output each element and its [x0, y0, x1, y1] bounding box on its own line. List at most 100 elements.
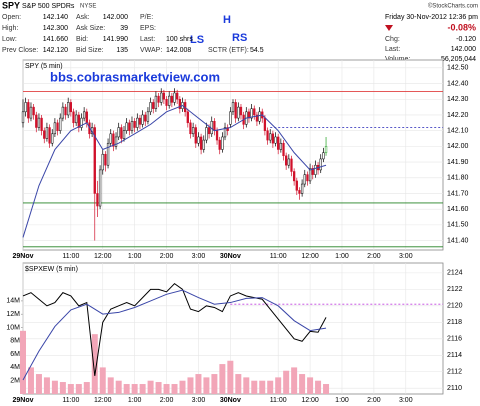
volume-bar: [139, 384, 146, 394]
candle-body: [149, 102, 152, 113]
candle-body: [106, 142, 110, 166]
x-tick-label: 3:00: [399, 397, 413, 404]
candle-body: [271, 133, 275, 144]
volume-bar: [35, 374, 42, 394]
candle-body: [322, 152, 325, 160]
volume-bar: [315, 380, 322, 394]
candle-body: [165, 99, 168, 106]
y-tick-label: 141.50: [447, 222, 469, 229]
candle-body: [72, 111, 75, 124]
candle-body: [287, 158, 290, 166]
candle-body: [80, 117, 83, 128]
candle-body: [170, 95, 174, 103]
quote-label: Ask Size:: [76, 25, 105, 32]
volume-bar: [219, 364, 226, 394]
candle-body: [69, 102, 72, 113]
candle-body: [213, 120, 216, 131]
quote-label: High:: [2, 25, 18, 32]
candle-body: [136, 117, 139, 128]
x-tick-label: 11:00: [270, 397, 287, 404]
quote-value: 135: [116, 47, 128, 54]
candle-body: [250, 108, 253, 119]
candle-body: [207, 127, 211, 135]
candle-body: [205, 127, 208, 141]
x-tick-label: 29Nov: [12, 253, 33, 260]
candle-body: [122, 130, 126, 139]
y-tick-label: 142.30: [447, 96, 469, 103]
volume-bar: [195, 374, 202, 394]
candle-body: [292, 171, 296, 182]
x-tick-label: 2:00: [367, 253, 381, 260]
candle-body: [279, 142, 282, 150]
panel-title: SPY (5 min): [25, 63, 63, 70]
quote-value: 39: [120, 25, 128, 32]
x-tick-label: 1:00: [335, 397, 349, 404]
candle-body: [21, 111, 25, 124]
x-tick-label: 1:00: [335, 253, 349, 260]
x-tick-label: 3:00: [192, 253, 206, 260]
quote-value: 142.008: [166, 47, 191, 54]
candle-body: [51, 133, 54, 144]
quote-label: EPS:: [140, 25, 156, 32]
candle-body: [75, 114, 78, 124]
x-tick-label: 1:00: [128, 397, 142, 404]
candle-body: [112, 133, 115, 147]
candle-body: [231, 102, 235, 113]
volume-bar: [203, 377, 210, 394]
volume-bar: [75, 384, 82, 394]
candle-body: [48, 127, 51, 144]
quote-value: 142.300: [43, 25, 68, 32]
candle-body: [197, 136, 200, 144]
candle-body: [176, 92, 179, 100]
candle-body: [59, 117, 62, 131]
candle-body: [300, 183, 304, 194]
volume-bar: [67, 384, 74, 394]
annotation: RS: [232, 32, 247, 44]
candle-body: [117, 127, 120, 138]
y-tick-label: 2116: [447, 336, 462, 343]
y-tick-label: 141.70: [447, 190, 469, 197]
quote-label: Ask:: [76, 14, 90, 21]
candle-body: [77, 114, 80, 128]
y2-tick-label: 14M: [6, 298, 20, 305]
x-tick-label: 11:00: [270, 253, 287, 260]
summary-label: Last:: [385, 46, 400, 53]
candle-body: [194, 127, 197, 144]
candle-body: [239, 106, 243, 116]
candle-body: [319, 158, 322, 171]
y2-tick-label: 2M: [10, 378, 20, 385]
candle-body: [282, 142, 285, 157]
volume-bar: [275, 377, 282, 394]
volume-bar: [227, 360, 234, 394]
line: [22, 282, 327, 376]
candle-body: [218, 139, 221, 150]
candle-body: [67, 102, 70, 116]
volume-bar: [323, 384, 330, 394]
volume-bar: [155, 382, 162, 394]
candle-body: [144, 114, 147, 122]
candle-body: [96, 193, 99, 207]
x-tick-label: 12:00: [94, 397, 112, 404]
candle-body: [53, 122, 57, 135]
candle-body: [295, 180, 298, 191]
volume-bar: [20, 330, 26, 394]
x-tick-label: 11:00: [62, 397, 79, 404]
y-tick-label: 2114: [447, 352, 462, 359]
volume-bar: [299, 374, 306, 394]
candle-body: [199, 136, 203, 150]
candle-body: [221, 136, 224, 150]
candle-body: [152, 102, 155, 109]
symbol: SPY: [2, 0, 20, 10]
quote-date: Friday 30-Nov-2012 12:36 pm: [385, 14, 478, 21]
candle-body: [311, 168, 314, 175]
candle-body: [186, 111, 189, 124]
volume-bar: [147, 380, 154, 394]
volume-bar: [115, 380, 122, 394]
candle-body: [303, 174, 306, 185]
volume-bar: [179, 380, 186, 394]
candle-body: [263, 117, 267, 131]
volume-bar: [99, 367, 106, 394]
y-tick-label: 2110: [447, 385, 462, 392]
y2-tick-label: 6M: [10, 351, 20, 358]
volume-bar: [27, 367, 34, 394]
